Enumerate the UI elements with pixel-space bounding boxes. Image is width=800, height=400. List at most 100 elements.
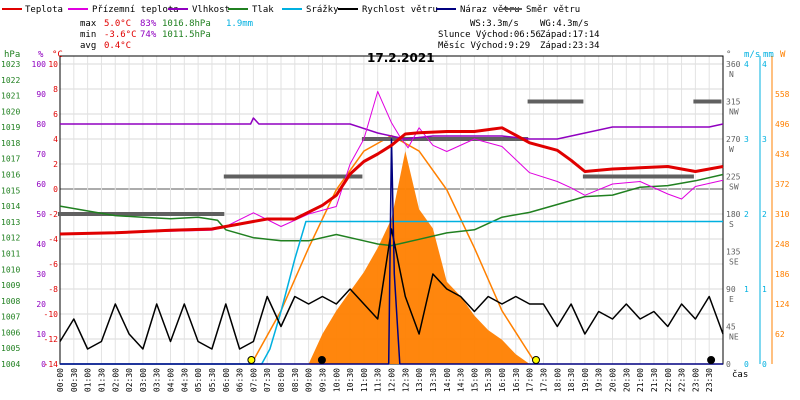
legend-smer-vetru: Směr větru	[526, 5, 580, 15]
wind-direction-point	[631, 174, 636, 179]
wind-direction-point	[275, 174, 280, 179]
wind-direction-point	[669, 174, 674, 179]
wind-direction-point	[303, 174, 308, 179]
x-tick-label: 12:00	[388, 368, 397, 392]
sunrise-marker	[247, 356, 256, 364]
mm-tick-label: 1	[762, 285, 767, 294]
wind-direction-point	[544, 99, 549, 104]
x-tick-label: 19:30	[595, 368, 604, 392]
dir-tick-label: 225	[726, 173, 741, 182]
x-tick-label: 14:00	[443, 368, 452, 392]
wind-direction-point	[441, 137, 446, 141]
wind-direction-point	[634, 174, 639, 179]
stats-min-press: 1011.5hPa	[162, 30, 211, 40]
legend-prizemni-teplota: Přízemní teplota	[92, 5, 179, 15]
x-tick-label: 00:30	[70, 368, 79, 392]
w-tick-label: 248	[775, 240, 790, 249]
x-axis-label: čas	[732, 369, 748, 380]
sunset-marker	[532, 356, 540, 364]
x-tick-label: 04:00	[167, 368, 176, 392]
dir-tick-compass: NE	[729, 333, 739, 342]
percent-tick-label: 10	[36, 330, 46, 339]
x-tick-label: 11:30	[374, 368, 383, 392]
chart-title: 17.2.2021	[367, 51, 435, 65]
wind-direction-point	[458, 137, 463, 141]
wind-direction-point	[196, 212, 201, 216]
wind-direction-point	[165, 212, 169, 216]
x-tick-label: 07:30	[263, 368, 272, 392]
percent-tick-label: 100	[32, 60, 47, 69]
series-srazky	[60, 220, 723, 365]
legend-rychlost-vetru: Rychlost větru	[362, 5, 438, 15]
wind-direction-point	[292, 174, 297, 179]
series-solar-area	[60, 151, 723, 364]
wind-direction-point	[696, 99, 701, 104]
wind-direction-point	[89, 212, 94, 216]
temp-tick-label: 10	[48, 60, 58, 69]
x-tick-label: 01:30	[97, 368, 106, 392]
wind-direction-point	[82, 212, 87, 216]
x-tick-label: 22:30	[678, 368, 687, 392]
wind-direction-point	[448, 137, 453, 141]
x-tick-label: 09:30	[318, 368, 327, 392]
stats-ws: WS:3.3m/s	[470, 19, 519, 29]
temp-tick-label: -2	[48, 210, 58, 219]
wind-direction-point	[386, 137, 390, 141]
wind-direction-point	[220, 212, 225, 216]
wind-direction-point	[558, 99, 563, 104]
x-tick-label: 15:30	[484, 368, 493, 392]
wind-direction-point	[137, 212, 142, 216]
percent-tick-label: 90	[36, 90, 46, 99]
percent-tick-label: 80	[36, 120, 46, 129]
wind-direction-point	[600, 174, 605, 179]
wind-direction-point	[320, 174, 325, 179]
dir-tick-label: 135	[726, 248, 741, 257]
w-tick-label: 310	[775, 210, 790, 219]
wind-direction-point	[641, 174, 646, 179]
wind-direction-point	[113, 212, 118, 216]
stats-avg-temp: 0.4°C	[104, 41, 131, 51]
hpa-tick-label: 1009	[1, 281, 20, 290]
wind-direction-point	[624, 174, 629, 179]
wind-direction-point	[258, 174, 263, 179]
percent-tick-label: 0	[41, 360, 46, 369]
x-tick-label: 21:30	[650, 368, 659, 392]
series-vlhkost	[60, 117, 724, 140]
wind-direction-point	[382, 137, 387, 141]
wind-direction-point	[123, 212, 128, 216]
dir-tick-label: 360	[726, 60, 741, 69]
wind-direction-point	[182, 212, 187, 216]
dir-tick-compass: S	[729, 220, 734, 229]
stats-max-press: 1016.8hPa	[162, 19, 211, 29]
hpa-tick-label: 1021	[1, 92, 20, 101]
hpa-tick-label: 1005	[1, 344, 20, 353]
stats-sun-set: Západ:17:14	[540, 30, 600, 40]
x-tick-label: 07:00	[249, 368, 258, 392]
wind-direction-point	[424, 137, 428, 141]
ms-tick-label: 0	[744, 360, 749, 369]
wind-direction-point	[310, 174, 315, 179]
wind-direction-point	[417, 137, 422, 141]
x-tick-label: 08:00	[277, 368, 286, 392]
stats-min-hum: 74%	[140, 30, 157, 40]
wind-direction-point	[241, 174, 245, 179]
hpa-tick-label: 1006	[1, 328, 20, 337]
wind-direction-point	[468, 137, 473, 141]
wind-direction-point	[223, 174, 228, 179]
wind-direction-point	[254, 174, 259, 179]
wind-direction-point	[589, 174, 594, 179]
percent-tick-label: 30	[36, 270, 46, 279]
wind-direction-point	[655, 174, 660, 179]
wind-direction-point	[92, 212, 97, 216]
temp-tick-label: -12	[44, 335, 59, 344]
ms-tick-label: 3	[744, 135, 749, 144]
temp-tick-label: 2	[53, 160, 58, 169]
x-tick-label: 13:30	[429, 368, 438, 392]
legend: Teplota Přízemní teplota Vlhkost Tlak Sr…	[2, 5, 580, 15]
wind-direction-point	[451, 137, 456, 141]
wind-direction-point	[244, 174, 249, 179]
wind-direction-point	[327, 174, 332, 179]
wind-direction-point	[299, 174, 304, 179]
x-tick-label: 18:30	[567, 368, 576, 392]
